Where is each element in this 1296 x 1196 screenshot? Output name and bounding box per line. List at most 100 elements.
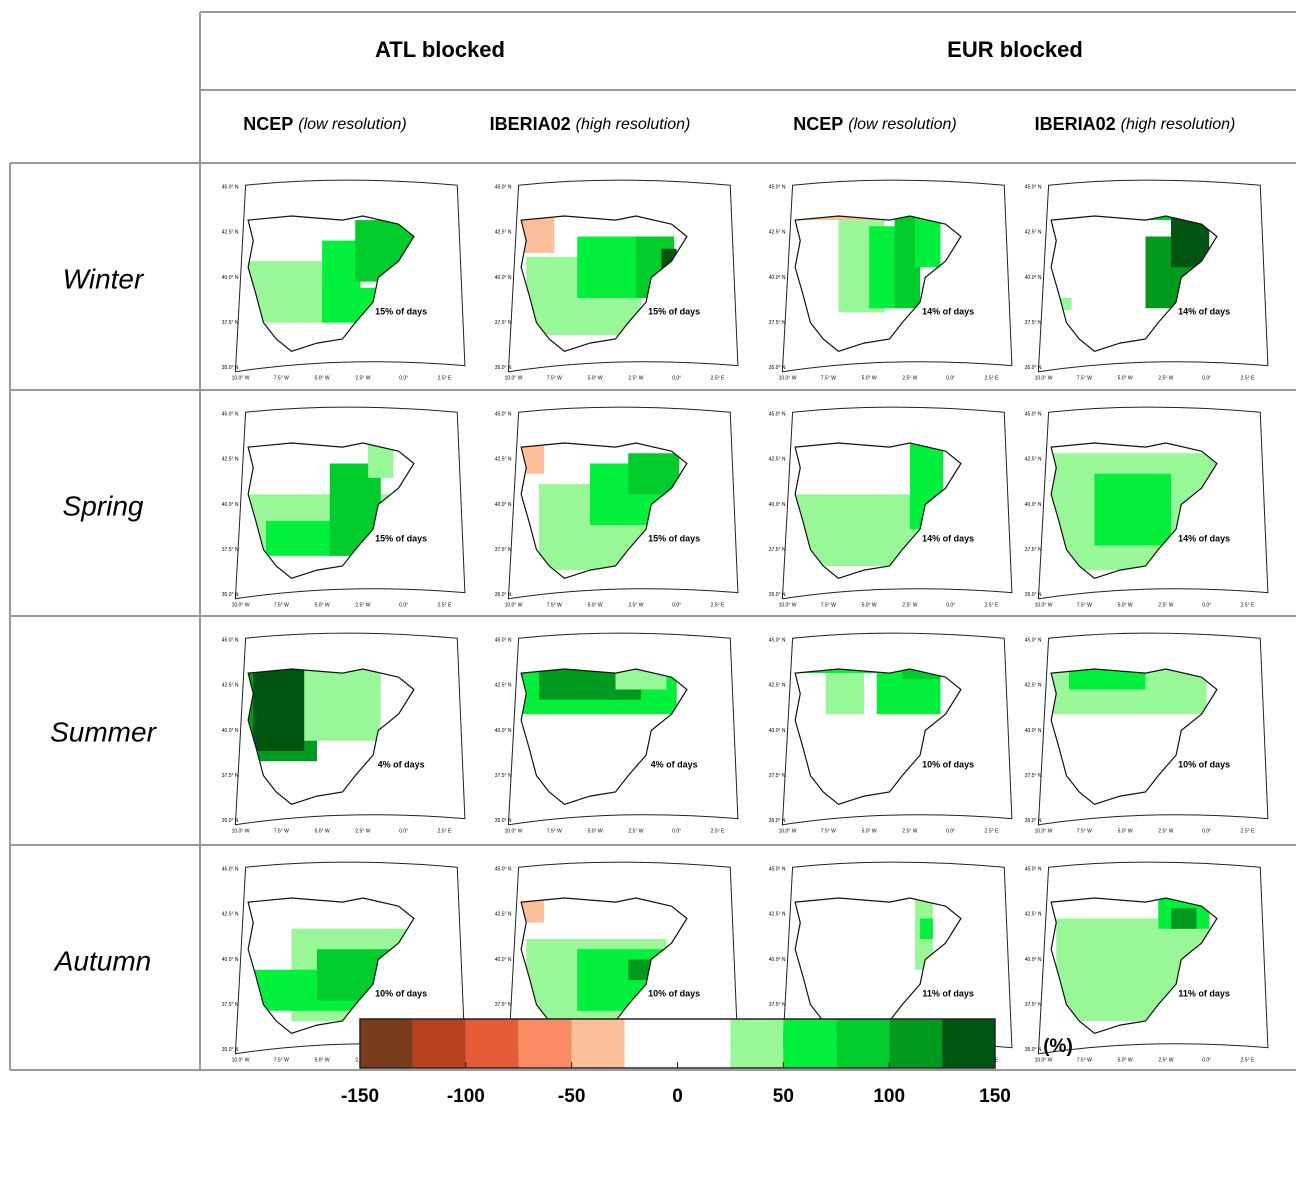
shade-cell (1171, 216, 1209, 267)
lon-label: 2.5° E (985, 375, 999, 381)
map-shading (788, 898, 933, 1035)
colorbar-bin (678, 1019, 731, 1068)
lon-label: 2.5° W (1158, 1057, 1173, 1063)
lon-label: 5.0° W (1118, 1057, 1133, 1063)
lon-label: 5.0° W (315, 375, 330, 381)
shade-cell (368, 427, 394, 478)
lon-label: 10.0° W (505, 375, 523, 381)
lon-label: 10.0° W (232, 602, 250, 608)
lat-label: 40.0° N (495, 502, 512, 508)
days-label: 10% of days (1178, 760, 1230, 770)
lat-label: 42.5° N (495, 912, 512, 918)
lon-label: 2.5° E (438, 602, 452, 608)
lat-label: 42.5° N (222, 457, 239, 463)
colorbar-tick-label: 150 (979, 1086, 1011, 1107)
season-label: Summer (50, 716, 157, 747)
map: 45.0° N42.5° N40.0° N37.5° N35.0° N10.0°… (222, 407, 465, 608)
lon-label: 10.0° W (232, 1057, 250, 1063)
lon-label: 7.5° W (821, 828, 836, 834)
lat-label: 37.5° N (769, 320, 786, 326)
subcolumn-title: IBERIA02 (high resolution) (1035, 114, 1236, 134)
lat-label: 35.0° N (769, 365, 786, 371)
lon-label: 10.0° W (779, 828, 797, 834)
lon-label: 0.0° (399, 828, 408, 834)
lat-label: 40.0° N (222, 728, 239, 734)
days-label: 15% of days (375, 307, 427, 317)
days-label: 10% of days (375, 989, 427, 999)
map: 45.0° N42.5° N40.0° N37.5° N35.0° N10.0°… (222, 633, 465, 834)
lat-label: 37.5° N (222, 547, 239, 553)
shade-cell (1069, 196, 1171, 212)
lat-label: 35.0° N (1025, 818, 1042, 824)
dataset-name: IBERIA02 (490, 114, 571, 134)
lat-label: 35.0° N (222, 1047, 239, 1053)
lat-label: 45.0° N (1025, 867, 1042, 873)
figure: ATL blockedNCEP (low resolution)IBERIA02… (0, 0, 1296, 1191)
lat-label: 45.0° N (1025, 638, 1042, 644)
lat-label: 42.5° N (1025, 457, 1042, 463)
lat-label: 35.0° N (1025, 1047, 1042, 1053)
lon-label: 2.5° E (985, 602, 999, 608)
lon-label: 7.5° W (274, 1057, 289, 1063)
shade-cell (322, 288, 424, 323)
map: 45.0° N42.5° N40.0° N37.5° N35.0° N10.0°… (495, 633, 738, 834)
map-frame (508, 633, 738, 825)
coastline (795, 898, 961, 1033)
lon-label: 5.0° W (1118, 375, 1133, 381)
lat-label: 40.0° N (769, 728, 786, 734)
map: 45.0° N42.5° N40.0° N37.5° N35.0° N10.0°… (769, 180, 1012, 381)
lat-label: 45.0° N (1025, 185, 1042, 191)
resolution-note: (low resolution) (298, 116, 406, 133)
lat-label: 40.0° N (222, 957, 239, 963)
shade-cell (317, 649, 368, 670)
lat-label: 37.5° N (1025, 773, 1042, 779)
map: 45.0° N42.5° N40.0° N37.5° N35.0° N10.0°… (1025, 407, 1268, 608)
lat-label: 45.0° N (222, 412, 239, 418)
map-shading (1056, 898, 1209, 1021)
lat-label: 40.0° N (495, 957, 512, 963)
lon-label: 2.5° E (985, 828, 999, 834)
lon-label: 0.0° (672, 375, 681, 381)
lat-label: 37.5° N (1025, 547, 1042, 553)
lat-label: 35.0° N (1025, 365, 1042, 371)
lon-label: 2.5° W (628, 602, 643, 608)
lon-label: 2.5° W (1158, 602, 1173, 608)
lon-label: 5.0° W (588, 602, 603, 608)
lon-label: 5.0° W (862, 375, 877, 381)
lat-label: 45.0° N (222, 185, 239, 191)
lon-label: 5.0° W (862, 602, 877, 608)
lon-label: 2.5° E (1241, 1057, 1255, 1063)
shade-cell (826, 673, 864, 714)
days-label: 14% of days (922, 307, 974, 317)
map: 45.0° N42.5° N40.0° N37.5° N35.0° N10.0°… (495, 407, 738, 608)
lon-label: 10.0° W (1035, 602, 1053, 608)
lon-label: 2.5° W (902, 828, 917, 834)
lon-label: 7.5° W (1077, 375, 1092, 381)
lat-label: 40.0° N (769, 502, 786, 508)
lon-label: 2.5° W (902, 602, 917, 608)
lat-label: 40.0° N (1025, 957, 1042, 963)
subcolumn-title: IBERIA02 (high resolution) (490, 114, 691, 134)
shade-cell (915, 206, 941, 268)
shade-cell (253, 659, 304, 751)
colorbar-tick-label: 100 (873, 1086, 905, 1107)
lat-label: 42.5° N (495, 683, 512, 689)
days-label: 14% of days (922, 534, 974, 544)
map-shading (1056, 196, 1209, 311)
days-label: 4% of days (651, 760, 698, 770)
lat-label: 42.5° N (1025, 912, 1042, 918)
shade-cell (246, 261, 323, 323)
colorbar-tick-label: -100 (447, 1086, 485, 1107)
colorbar-tick-label: -150 (341, 1086, 379, 1107)
lon-label: 0.0° (399, 602, 408, 608)
lon-label: 10.0° W (1035, 375, 1053, 381)
lat-label: 35.0° N (495, 365, 512, 371)
lon-label: 2.5° E (438, 828, 452, 834)
subcolumn-title: NCEP (low resolution) (793, 114, 957, 134)
shade-cell (661, 249, 676, 269)
map: 45.0° N42.5° N40.0° N37.5° N35.0° N10.0°… (1025, 180, 1268, 381)
lon-label: 7.5° W (274, 828, 289, 834)
lon-label: 7.5° W (1077, 1057, 1092, 1063)
lat-label: 45.0° N (495, 867, 512, 873)
lat-label: 37.5° N (495, 320, 512, 326)
